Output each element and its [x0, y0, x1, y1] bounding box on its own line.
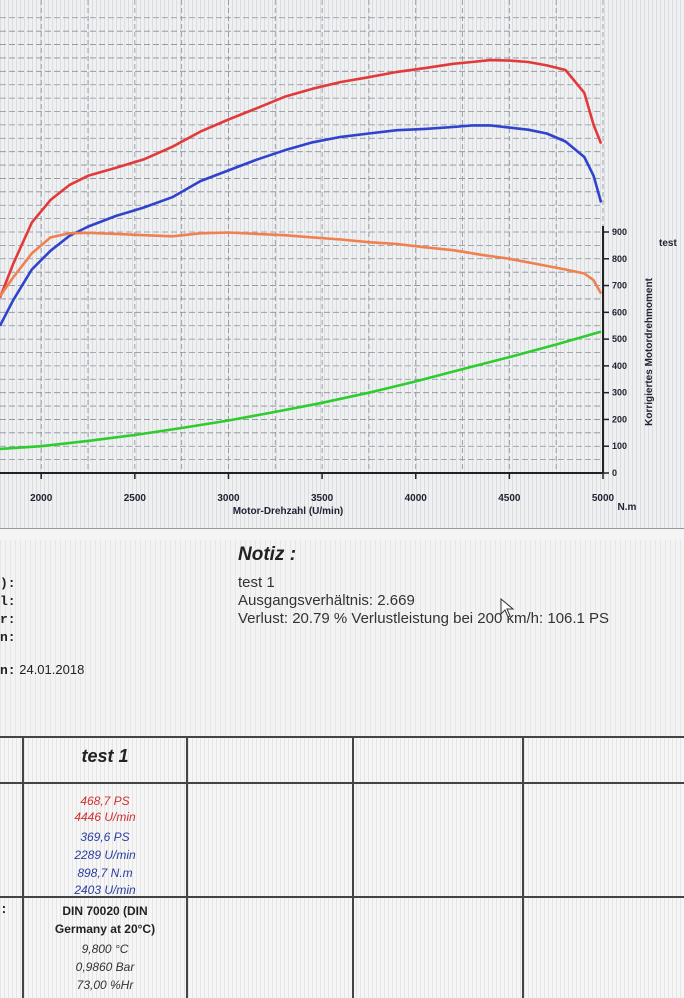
series-line-4 — [0, 330, 602, 451]
y2-tick-label: 300 — [612, 388, 627, 398]
y2-tick-label: 400 — [612, 361, 627, 371]
x-tick-label: 4000 — [405, 493, 428, 504]
x-axis-title: Motor-Drehzahl (U/min) — [233, 506, 344, 517]
info-panel: ): l: r: n: n: 24.01.2018 Notiz : test 1… — [0, 540, 684, 736]
field-stub-3: r: — [0, 612, 16, 627]
x-tick-label: 5000 — [592, 493, 615, 504]
series-line-3 — [0, 231, 603, 298]
wheel-power-rpm: 2289 U/min — [74, 848, 136, 862]
column-header-test-1: test 1 — [81, 746, 129, 766]
y2-tick-label: 700 — [612, 281, 627, 291]
max-power-rpm: 4446 U/min — [74, 810, 136, 824]
x-tick-label: 2500 — [124, 493, 147, 504]
chart-axes — [0, 226, 609, 479]
dyno-chart: 2000 2500 3000 3500 4000 4500 5000 0 100 200 300 40… — [0, 0, 677, 517]
humidity-value: 73,00 %Hr — [76, 978, 134, 992]
table-col-divider — [22, 738, 24, 998]
y2-tick-label: 100 — [612, 441, 627, 451]
table-col-divider — [186, 738, 188, 998]
chart-series-group — [0, 58, 603, 451]
x-tick-label: 2000 — [30, 493, 53, 504]
date-value: 24.01.2018 — [19, 662, 85, 677]
max-power-value: 468,7 PS — [80, 794, 130, 808]
max-torque-value: 898,7 N.m — [77, 866, 133, 880]
table-col-divider — [522, 738, 524, 998]
wheel-power-value: 369,6 PS — [80, 830, 130, 844]
y2-tick-label: 0 — [612, 468, 617, 478]
y2-tick-label: 800 — [612, 254, 627, 264]
notiz-title: Notiz : — [238, 544, 297, 565]
x-tick-label: 4500 — [498, 493, 521, 504]
x-tick-label: 3500 — [311, 493, 334, 504]
results-table: test 1 468,7 PS 4446 U/min 369,6 PS 2289… — [0, 736, 684, 998]
y2-tick-label: 500 — [612, 334, 627, 344]
norm-line-1: DIN 70020 (DIN — [62, 904, 148, 918]
y2-tick-label: 200 — [612, 414, 627, 424]
mouse-pointer-icon — [500, 598, 515, 618]
field-stub-4: n: — [0, 630, 16, 645]
field-stub-2: l: — [0, 594, 16, 609]
notiz-line-ratio: Ausgangsverhältnis: 2.669 — [238, 592, 415, 609]
y2-tick-label: 900 — [612, 227, 627, 237]
series-line-1 — [0, 58, 603, 299]
series-line-2 — [0, 124, 603, 327]
date-row: n: 24.01.2018 — [0, 662, 84, 678]
table-col-divider — [352, 738, 354, 998]
y2-unit-label: N.m — [618, 502, 637, 513]
field-stub-1: ): — [0, 576, 16, 591]
y2-tick-label: 600 — [612, 307, 627, 317]
table-stub: : — [0, 902, 8, 917]
norm-line-2: Germany at 20°C) — [54, 922, 156, 936]
pressure-value: 0,9860 Bar — [75, 960, 135, 974]
chart-labels: 2000 2500 3000 3500 4000 4500 5000 0 100 200 300 40… — [30, 227, 677, 517]
table-row-divider — [0, 782, 684, 784]
y2-axis-title: Korrigiertes Motordrehmoment — [644, 277, 655, 425]
table-row-divider — [0, 896, 684, 898]
legend-entry: test — [659, 238, 677, 249]
date-label: n: — [0, 663, 16, 678]
x-tick-label: 3000 — [217, 493, 240, 504]
notiz-line-test: test 1 — [238, 574, 275, 591]
dyno-chart-panel: 2000 2500 3000 3500 4000 4500 5000 0 100 200 300 40… — [0, 0, 684, 528]
temperature-value: 9,800 °C — [81, 942, 129, 956]
max-torque-rpm: 2403 U/min — [74, 883, 136, 897]
notiz-line-loss: Verlust: 20.79 % Verlustleistung bei 200… — [238, 610, 610, 627]
